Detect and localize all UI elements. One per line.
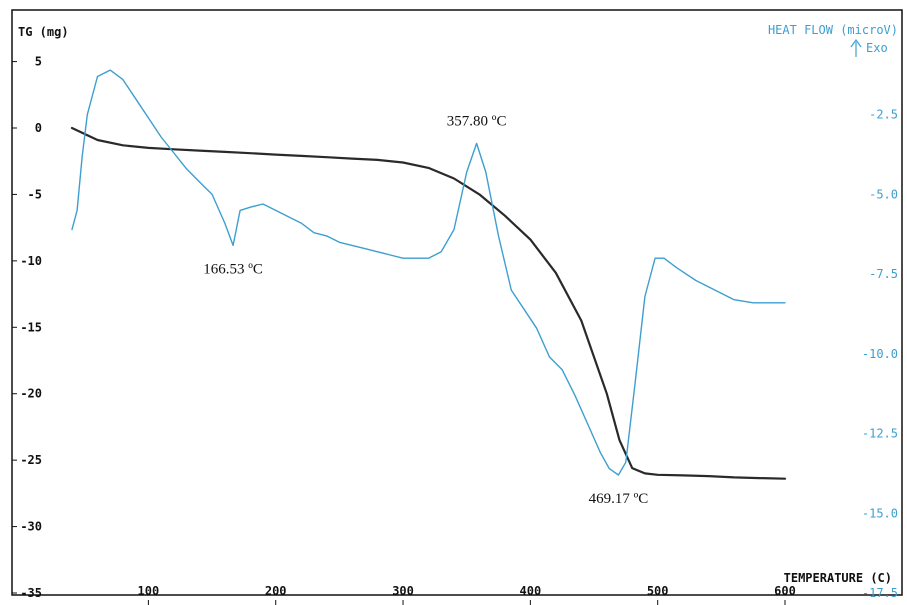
right-tick-label: -15.0 — [862, 506, 898, 520]
right-tick-label: -12.5 — [862, 427, 898, 441]
left-axis-ticks: 5 0 -5 -10 -15 -20 -25 -30 -35 — [12, 55, 42, 600]
left-tick-label: -15 — [20, 320, 42, 334]
x-axis-title: TEMPERATURE (C) — [784, 571, 892, 585]
right-tick-label: -10.0 — [862, 347, 898, 361]
x-tick-label: 100 — [138, 584, 160, 598]
right-tick-label: -17.5 — [862, 586, 898, 600]
right-axis-title: HEAT FLOW (microV) — [768, 23, 898, 37]
peak-annotation-label: 166.53 ºC — [203, 261, 263, 277]
left-tick-label: -30 — [20, 520, 42, 534]
left-tick-label: -25 — [20, 453, 42, 467]
x-tick-label: 600 — [774, 584, 796, 598]
peak-annotation-label: 357.80 ºC — [447, 113, 507, 129]
peak-annotation-label: 469.17 ºC — [589, 491, 649, 507]
left-tick-label: -20 — [20, 387, 42, 401]
left-tick-label: 0 — [35, 121, 42, 135]
tg-curve — [70, 126, 787, 480]
plot-frame — [11, 9, 903, 596]
left-tick-label: -35 — [20, 586, 42, 600]
left-axis-title: TG (mg) — [18, 25, 69, 39]
right-tick-label: -5.0 — [869, 187, 898, 201]
left-tick-label: -10 — [20, 254, 42, 268]
right-tick-label: -7.5 — [869, 267, 898, 281]
left-tick-label: 5 — [35, 55, 42, 69]
exo-label: Exo — [866, 41, 888, 55]
exo-indicator: Exo — [850, 38, 888, 57]
exo-arrow-head-icon — [850, 38, 862, 48]
x-axis-ticks: 100 200 300 400 500 600 — [138, 584, 796, 605]
right-tick-label: -2.5 — [869, 108, 898, 122]
x-tick-label: 500 — [647, 584, 669, 598]
x-tick-label: 400 — [520, 584, 542, 598]
series-lines — [70, 69, 787, 480]
left-tick-label: -5 — [28, 187, 42, 201]
heat-flow-curve — [71, 69, 786, 476]
x-tick-label: 200 — [265, 584, 287, 598]
peak-annotations: 166.53 ºC 357.80 ºC 469.17 ºC — [203, 113, 648, 507]
right-axis-ticks: -2.5 -5.0 -7.5 -10.0 -12.5 -15.0 -17.5 — [862, 108, 898, 600]
x-tick-label: 300 — [392, 584, 414, 598]
